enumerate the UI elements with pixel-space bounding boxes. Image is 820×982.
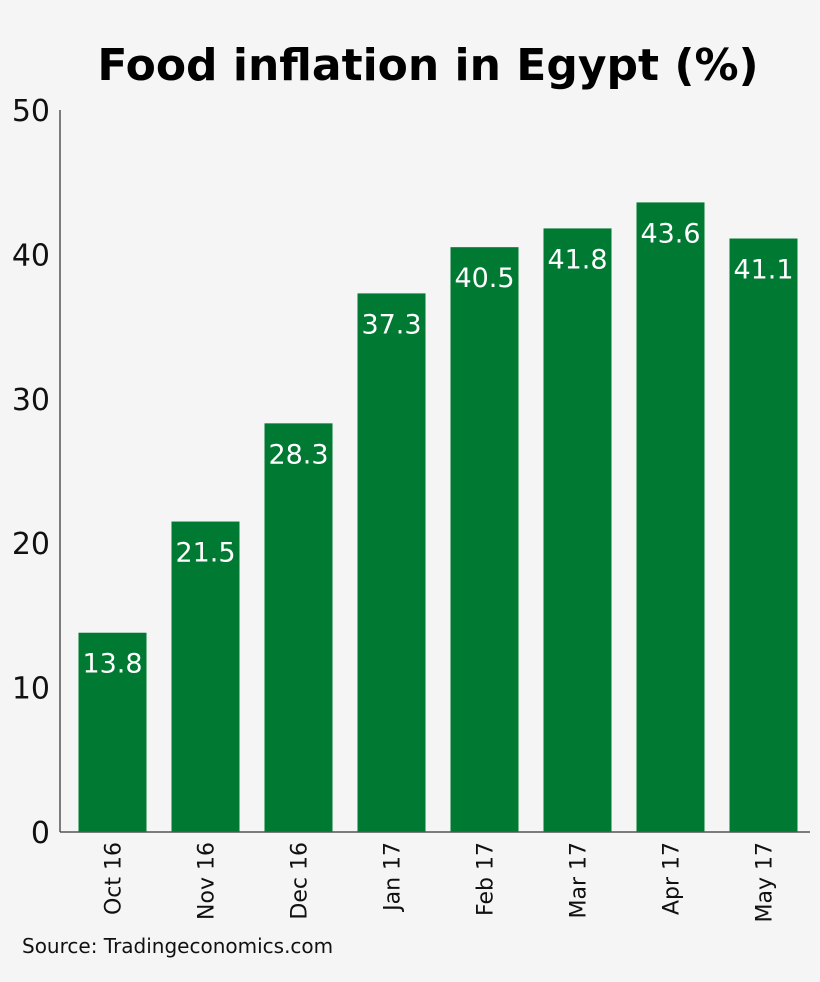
bar-value-label: 40.5 (454, 263, 514, 294)
y-tick-label: 30 (12, 383, 50, 418)
y-tick-label: 0 (31, 816, 50, 851)
x-tick-label: Mar 17 (567, 842, 592, 919)
x-tick-label: Apr 17 (660, 842, 685, 915)
x-axis: Oct 16 Nov 16 Dec 16 Jan 17 Feb 17 Mar 17 Apr … (60, 831, 810, 922)
bar-value-label: 41.8 (547, 244, 607, 275)
x-tick-label: Nov 16 (195, 842, 220, 920)
bar-value-label: 28.3 (268, 439, 328, 470)
y-tick-label: 10 (12, 672, 50, 707)
bar (729, 238, 798, 833)
x-tick-label: Dec 16 (288, 842, 313, 920)
bar (450, 247, 519, 832)
bar-value-label: 37.3 (361, 309, 421, 340)
bar-value-label: 43.6 (640, 218, 700, 249)
bar-value-label: 13.8 (82, 649, 142, 680)
chart-title: Food inflation in Egypt (%) (97, 40, 758, 91)
x-tick-label: Jan 17 (381, 842, 406, 913)
y-tick-label: 50 (12, 94, 50, 129)
y-axis: 0 10 20 30 40 50 (12, 94, 61, 851)
x-tick-label: Feb 17 (474, 842, 499, 916)
bar (357, 293, 426, 832)
bar (264, 423, 333, 832)
bars: 13.8 21.5 28.3 37.3 40.5 41.8 43.6 41.1 (78, 202, 798, 833)
bar-value-label: 41.1 (733, 255, 793, 286)
bar (636, 202, 705, 832)
source-note: Source: Tradingeconomics.com (22, 934, 333, 958)
y-tick-label: 20 (12, 527, 50, 562)
x-tick-label: May 17 (753, 842, 778, 922)
bar (78, 632, 147, 832)
y-tick-label: 40 (12, 238, 50, 273)
bar (543, 228, 612, 832)
x-tick-label: Oct 16 (102, 842, 127, 915)
bar (171, 521, 240, 832)
bar-value-label: 21.5 (175, 538, 235, 569)
